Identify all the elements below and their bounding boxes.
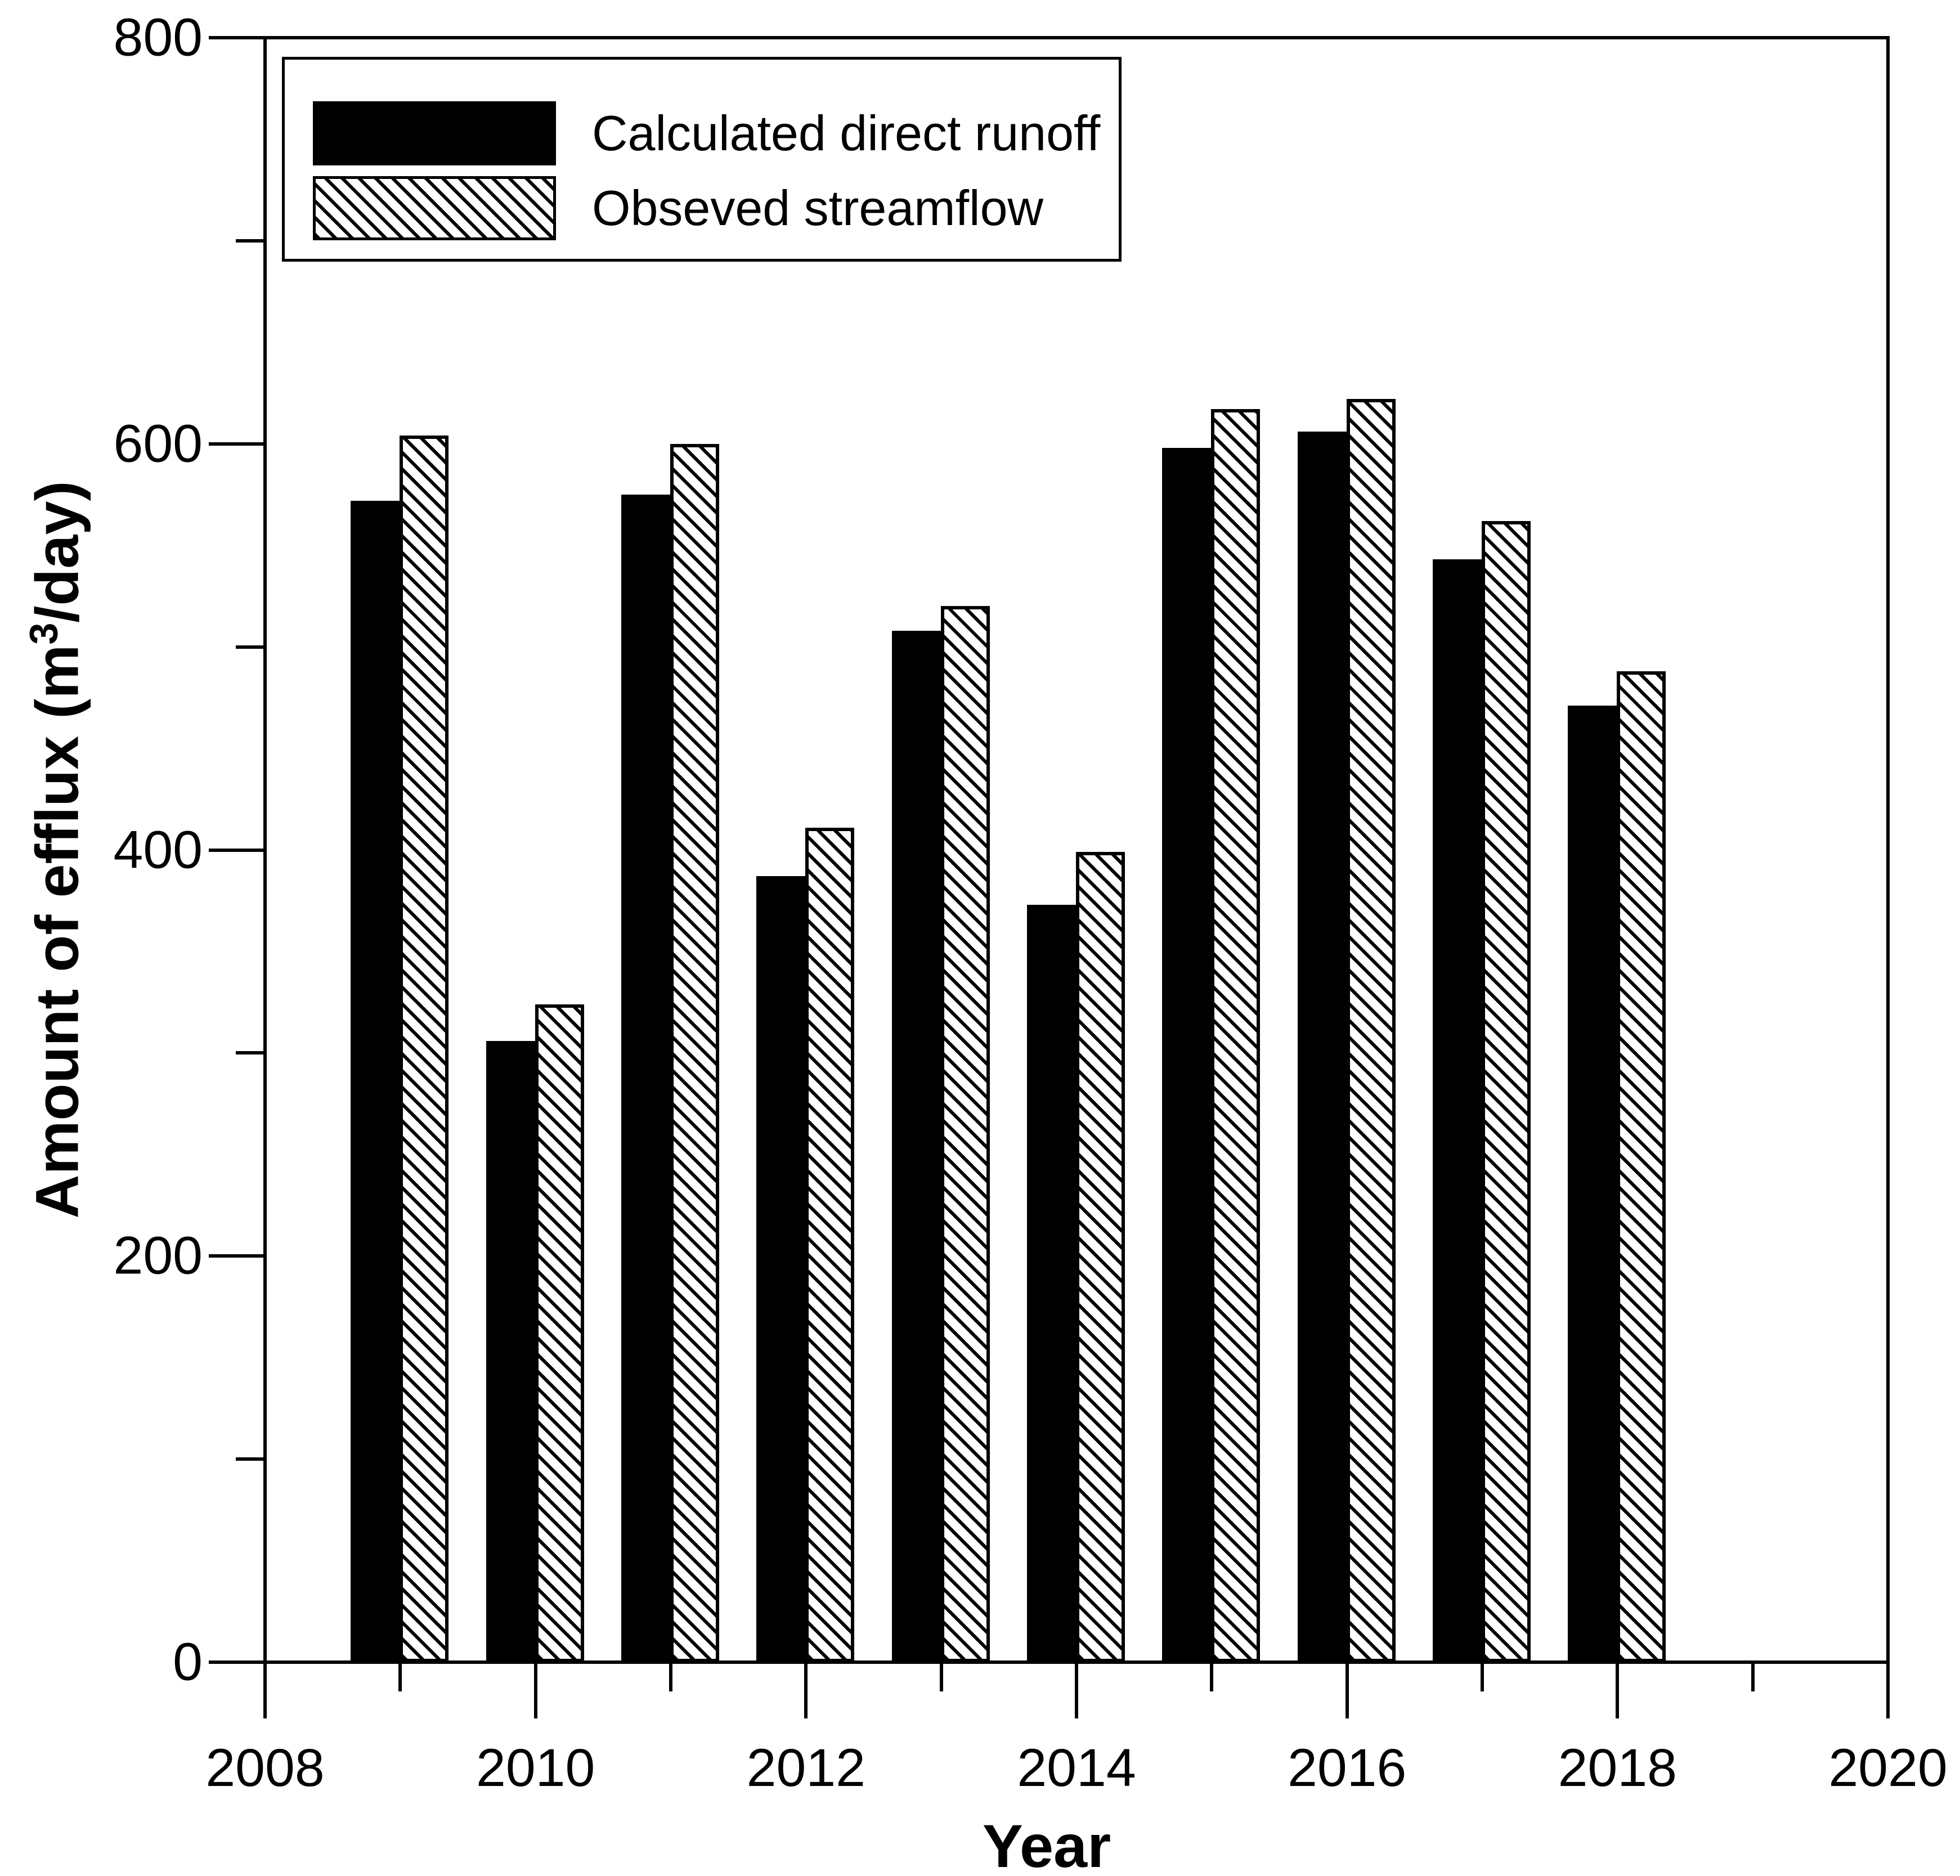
x-minor-tick-2015 — [1210, 1662, 1214, 1691]
y-axis-title: Amount of efflux (m3/day) — [21, 481, 91, 1219]
y-tick-label-800: 800 — [113, 7, 203, 68]
bar-observed-2010 — [535, 1004, 584, 1662]
y-tick-label-0: 0 — [173, 1632, 203, 1692]
bar-calculated-2018 — [1568, 706, 1617, 1662]
legend-swatch-obseved-streamflow — [313, 176, 556, 240]
x-tick-label-2018: 2018 — [1558, 1738, 1677, 1798]
x-minor-tick-2019 — [1751, 1662, 1755, 1691]
bar-observed-2015 — [1211, 409, 1261, 1662]
legend-label-obseved-streamflow: Obseved streamflow — [592, 180, 1044, 236]
bar-observed-2009 — [400, 436, 449, 1662]
bar-calculated-2015 — [1162, 447, 1212, 1662]
bar-calculated-2016 — [1297, 432, 1347, 1662]
legend: Calculated direct runoff Obseved streamf… — [282, 57, 1122, 262]
x-tick-label-2016: 2016 — [1287, 1738, 1407, 1798]
x-major-tick-2020 — [1886, 1662, 1890, 1718]
y-major-tick-0 — [209, 1660, 265, 1664]
x-major-tick-2008 — [263, 1662, 267, 1718]
bar-observed-2017 — [1482, 520, 1531, 1662]
x-tick-label-2020: 2020 — [1828, 1738, 1948, 1798]
legend-label-calculated-direct-runoff: Calculated direct runoff — [592, 105, 1101, 161]
bar-calculated-2012 — [756, 876, 806, 1662]
y-tick-label-200: 200 — [113, 1226, 203, 1286]
x-major-tick-2014 — [1075, 1662, 1078, 1718]
y-minor-tick-100 — [236, 1457, 265, 1461]
y-minor-tick-300 — [236, 1051, 265, 1055]
x-major-tick-2018 — [1616, 1662, 1620, 1718]
bar-calculated-2011 — [621, 494, 670, 1662]
bar-calculated-2014 — [1027, 904, 1076, 1662]
bar-observed-2014 — [1076, 852, 1125, 1662]
x-major-tick-2016 — [1345, 1662, 1349, 1718]
bar-calculated-2009 — [351, 500, 400, 1662]
bar-calculated-2013 — [891, 630, 941, 1662]
bar-calculated-2010 — [486, 1040, 535, 1662]
x-tick-label-2012: 2012 — [746, 1738, 865, 1798]
y-major-tick-600 — [209, 442, 265, 446]
y-tick-label-600: 600 — [113, 414, 203, 474]
bar-observed-2016 — [1346, 399, 1396, 1662]
x-tick-label-2014: 2014 — [1017, 1738, 1136, 1798]
y-minor-tick-700 — [236, 239, 265, 243]
legend-swatch-calculated-direct-runoff — [313, 101, 556, 165]
bar-observed-2018 — [1617, 671, 1666, 1662]
bar-calculated-2017 — [1433, 559, 1482, 1662]
x-major-tick-2010 — [533, 1662, 537, 1718]
x-minor-tick-2009 — [398, 1662, 402, 1691]
y-major-tick-800 — [209, 36, 265, 39]
x-minor-tick-2013 — [939, 1662, 943, 1691]
superscript-3: 3 — [21, 622, 66, 645]
y-major-tick-400 — [209, 848, 265, 852]
bar-observed-2011 — [670, 443, 719, 1662]
y-minor-tick-500 — [236, 645, 265, 649]
y-major-tick-200 — [209, 1254, 265, 1258]
x-axis-title: Year — [982, 1812, 1111, 1876]
x-minor-tick-2017 — [1481, 1662, 1484, 1691]
x-tick-label-2010: 2010 — [476, 1738, 595, 1798]
x-tick-label-2008: 2008 — [205, 1738, 325, 1798]
bar-observed-2013 — [940, 606, 990, 1662]
y-tick-label-400: 400 — [113, 820, 203, 879]
x-minor-tick-2011 — [669, 1662, 672, 1691]
x-major-tick-2012 — [804, 1662, 808, 1718]
bar-observed-2012 — [805, 827, 855, 1662]
